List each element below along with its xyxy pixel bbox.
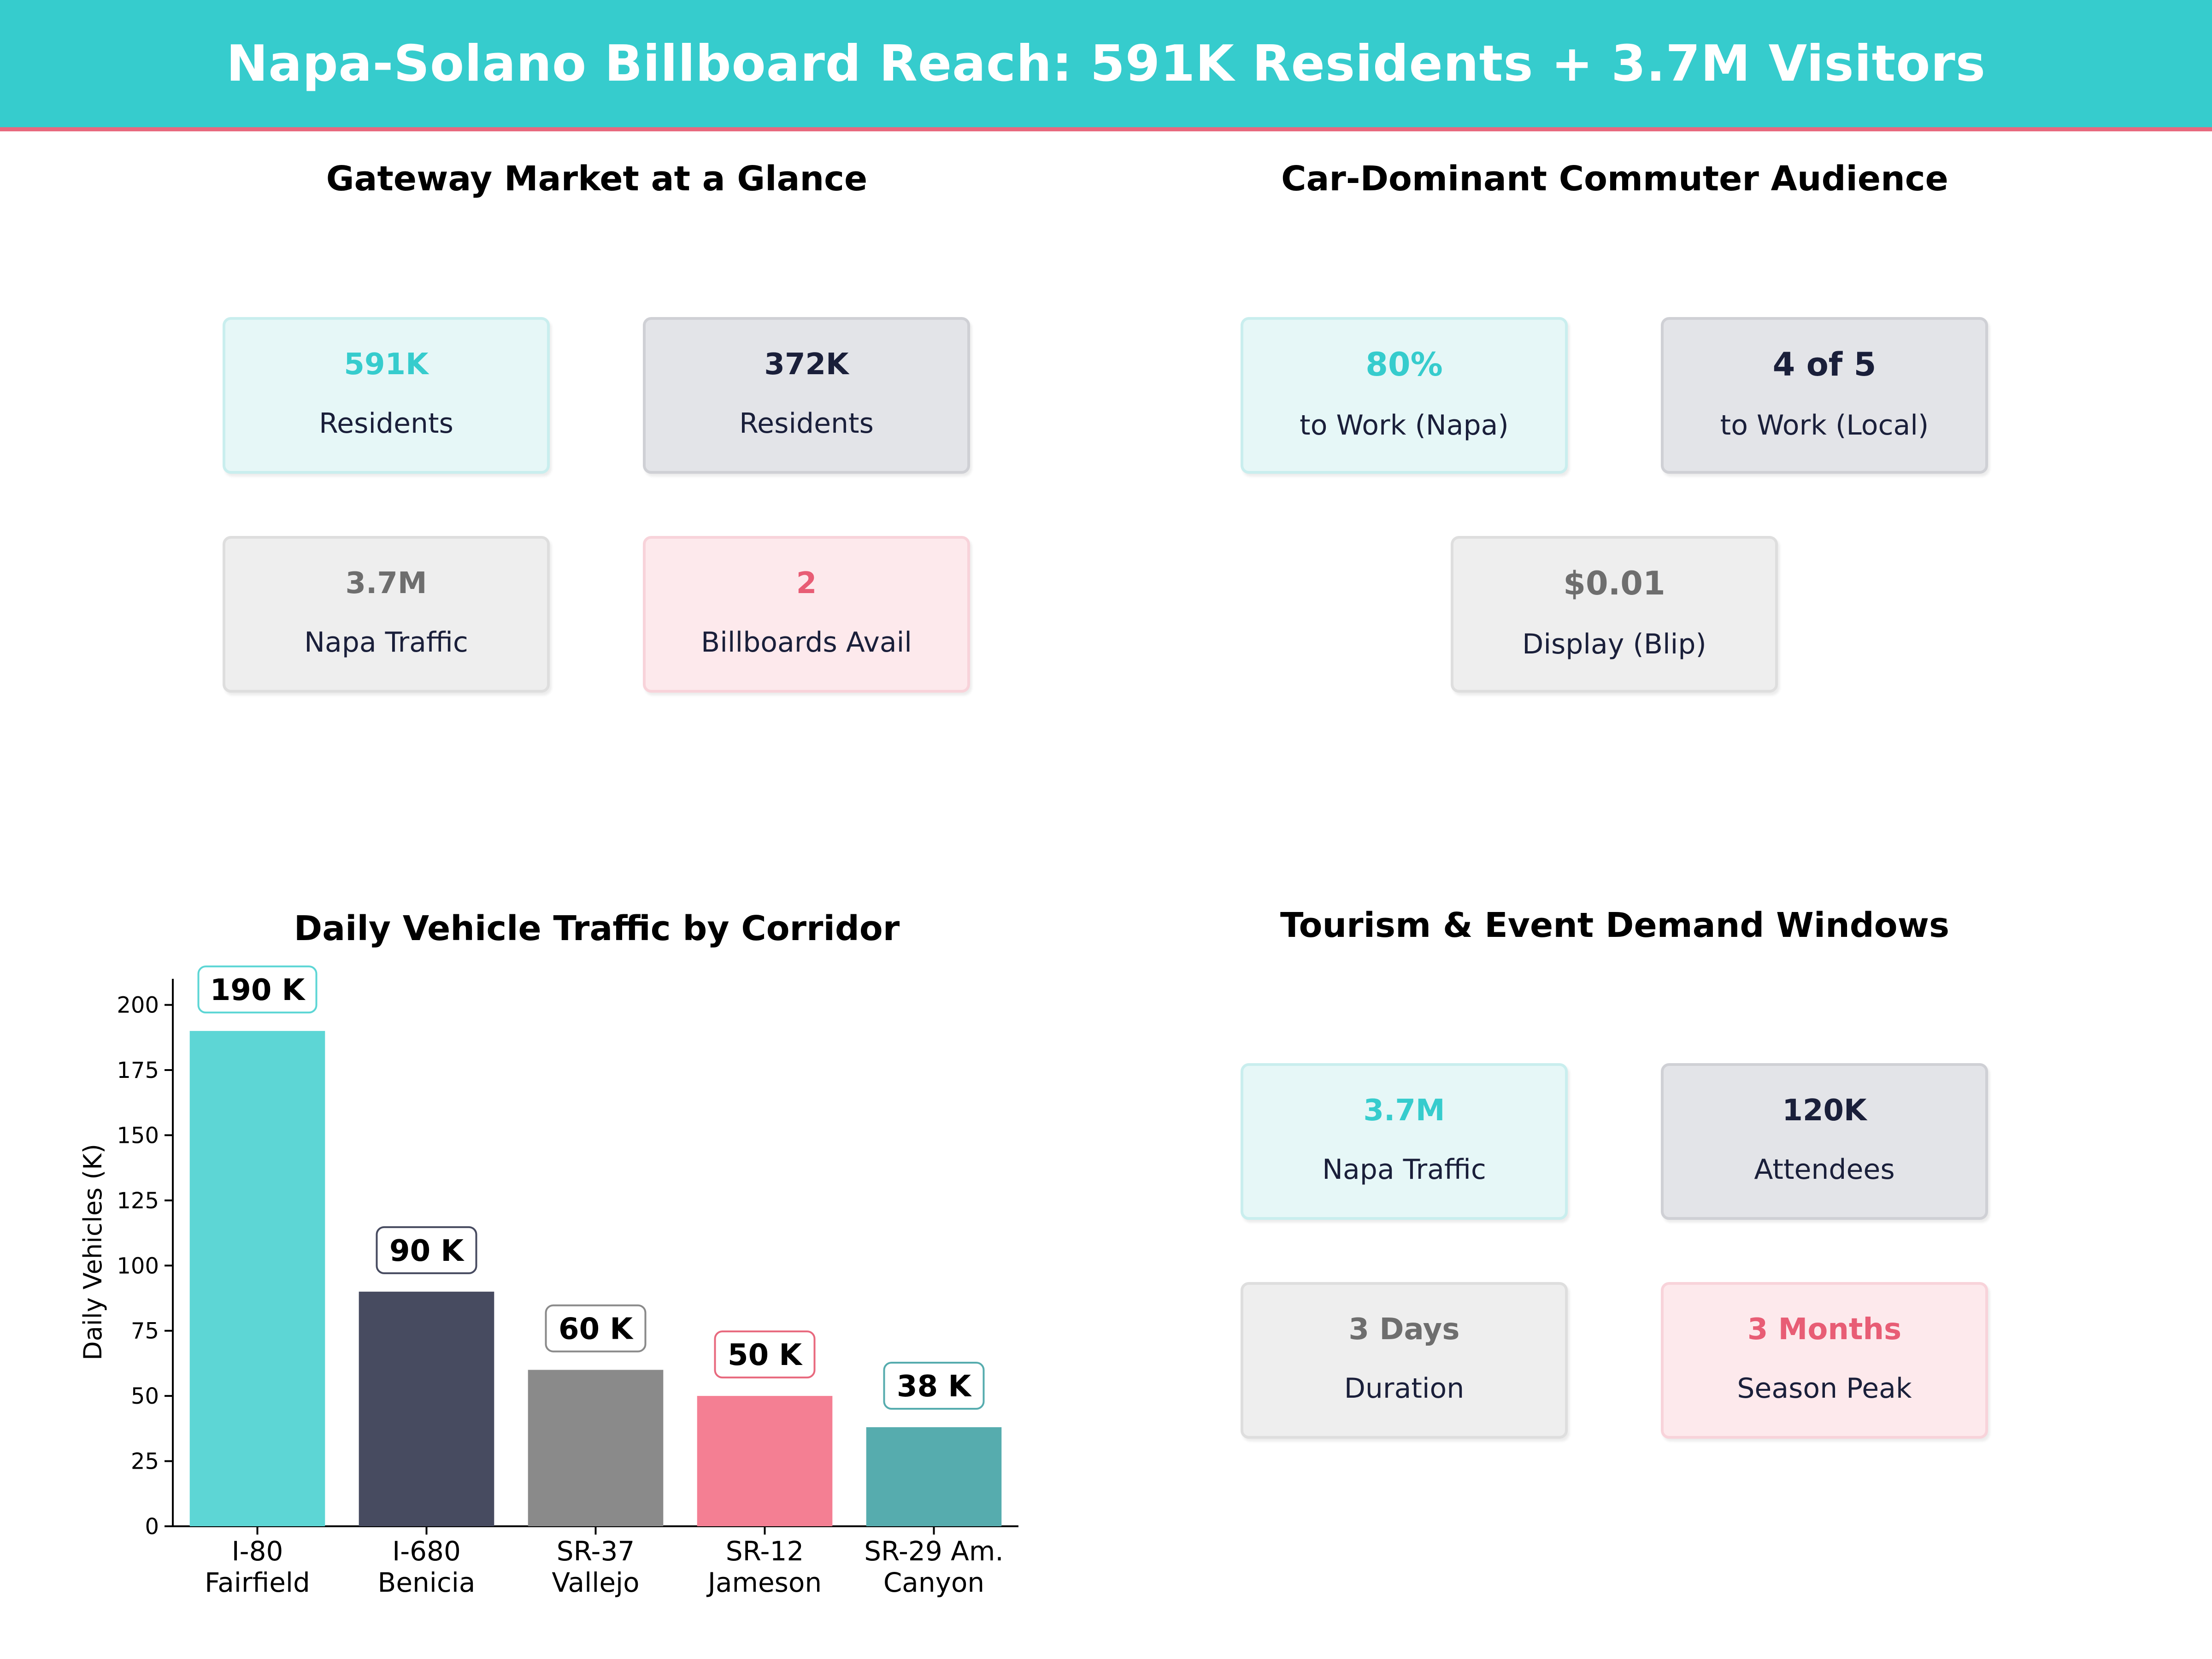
chart-title: Daily Vehicle Traffic by Corridor <box>294 909 900 948</box>
tourism-card-attendees: 120K Attendees <box>1661 1063 1988 1220</box>
bar <box>866 1427 1002 1526</box>
data-label: 50 K <box>728 1338 803 1372</box>
card-value: 591K <box>344 347 429 382</box>
corridor-traffic-chart: Daily Vehicle Traffic by Corridor Daily … <box>78 909 1018 1598</box>
tourism-panel-title: Tourism & Event Demand Windows <box>1280 906 1949 945</box>
page-title: Napa-Solano Billboard Reach: 591K Reside… <box>226 35 1986 93</box>
bar <box>528 1370 664 1526</box>
bar <box>189 1031 325 1526</box>
data-label-box <box>197 965 318 1014</box>
y-tick-label: 200 <box>117 993 159 1018</box>
card-label: Attendees <box>1754 1153 1895 1186</box>
x-tick-label: Vallejo <box>552 1567 639 1598</box>
card-label: Season Peak <box>1737 1372 1912 1405</box>
gateway-card-billboards: 2 Billboards Avail <box>643 536 970 693</box>
card-value: 3.7M <box>1363 1094 1445 1128</box>
y-tick-label: 0 <box>145 1514 159 1540</box>
gateway-card-napa-traffic: 3.7M Napa Traffic <box>223 536 550 693</box>
x-tick-label: SR-29 Am. <box>864 1535 1004 1567</box>
bar <box>697 1396 833 1526</box>
card-value: 3 Months <box>1747 1312 1902 1347</box>
commuter-panel-title: Car-Dominant Commuter Audience <box>1281 159 1948 199</box>
x-tick-label: SR-12 <box>726 1535 804 1567</box>
gateway-card-residents-2: 372K Residents <box>643 317 970 474</box>
card-value: 3.7M <box>345 566 427 600</box>
data-label: 190 K <box>210 973 306 1007</box>
x-tick-label: I-80 <box>232 1535 283 1567</box>
x-tick-label: SR-37 <box>557 1535 635 1567</box>
commuter-card-display: $0.01 Display (Blip) <box>1451 536 1778 693</box>
tourism-card-season-peak: 3 Months Season Peak <box>1661 1282 1988 1439</box>
commuter-card-work-napa: 80% to Work (Napa) <box>1241 317 1568 474</box>
y-tick-label: 125 <box>117 1188 159 1214</box>
data-label-box <box>714 1330 816 1379</box>
card-label: Duration <box>1344 1372 1465 1405</box>
card-value: 80% <box>1365 346 1443 383</box>
card-value: 2 <box>796 566 817 600</box>
x-tick-label: Canyon <box>883 1567 984 1598</box>
card-label: Napa Traffic <box>1322 1153 1486 1186</box>
header-banner: Napa-Solano Billboard Reach: 591K Reside… <box>0 0 2212 131</box>
data-label: 60 K <box>559 1312 634 1347</box>
card-label: Display (Blip) <box>1522 628 1706 660</box>
x-tick-label: I-680 <box>392 1535 461 1567</box>
card-value: 4 of 5 <box>1772 346 1877 383</box>
x-tick-label: Jameson <box>706 1567 822 1598</box>
card-label: Billboards Avail <box>701 626 912 659</box>
y-tick-label: 50 <box>131 1383 159 1409</box>
card-value: 3 Days <box>1348 1312 1460 1347</box>
data-label-box <box>545 1304 647 1353</box>
y-axis-label: Daily Vehicles (K) <box>78 1144 107 1360</box>
data-label: 38 K <box>897 1370 972 1404</box>
data-label-box <box>376 1226 477 1274</box>
data-label-box <box>883 1362 985 1410</box>
y-tick-label: 25 <box>131 1449 159 1475</box>
card-label: Napa Traffic <box>304 626 468 659</box>
card-value: $0.01 <box>1563 565 1665 602</box>
card-label: Residents <box>319 407 453 440</box>
y-tick-label: 100 <box>117 1253 159 1279</box>
card-label: to Work (Local) <box>1720 409 1929 441</box>
y-tick-label: 175 <box>117 1058 159 1083</box>
data-label: 90 K <box>389 1234 465 1268</box>
gateway-panel-title: Gateway Market at a Glance <box>326 159 868 199</box>
card-value: 120K <box>1782 1094 1867 1128</box>
card-label: to Work (Napa) <box>1300 409 1509 441</box>
y-tick-label: 150 <box>117 1123 159 1148</box>
y-tick-label: 75 <box>131 1318 159 1344</box>
commuter-card-work-local: 4 of 5 to Work (Local) <box>1661 317 1988 474</box>
tourism-card-napa-traffic: 3.7M Napa Traffic <box>1241 1063 1568 1220</box>
x-tick-label: Benicia <box>378 1567 476 1598</box>
gateway-card-residents: 591K Residents <box>223 317 550 474</box>
tourism-card-duration: 3 Days Duration <box>1241 1282 1568 1439</box>
bar <box>359 1291 494 1526</box>
card-value: 372K <box>764 347 849 382</box>
card-label: Residents <box>739 407 874 440</box>
x-tick-label: Fairfield <box>205 1567 310 1598</box>
